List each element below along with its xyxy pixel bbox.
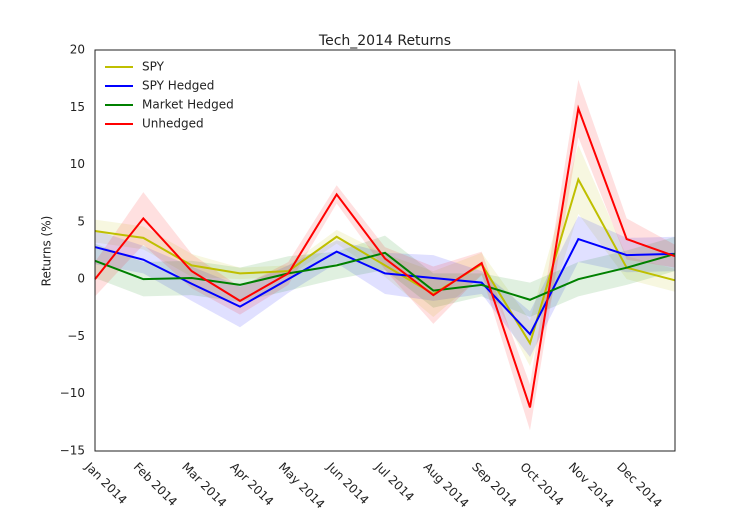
x-tick-label: Sep 2014 — [469, 460, 519, 510]
legend-label: Market Hedged — [142, 98, 234, 112]
x-tick-label: Jul 2014 — [372, 459, 417, 504]
series-line — [94, 251, 676, 301]
legend-label: SPY Hedged — [142, 79, 214, 93]
y-tick-label: −15 — [60, 444, 85, 458]
x-tick-label: Apr 2014 — [227, 460, 276, 509]
x-tick-label: Jan 2014 — [82, 459, 130, 507]
y-tick-label: 15 — [70, 100, 85, 114]
plot-frame — [94, 49, 676, 452]
y-tick-label: 20 — [70, 43, 85, 57]
x-tick-label: May 2014 — [276, 460, 328, 512]
y-tick-label: 0 — [77, 272, 85, 286]
y-tick-label: −10 — [60, 386, 85, 400]
y-axis-label: Returns (%) — [40, 216, 54, 287]
y-tick-label: 10 — [70, 157, 85, 171]
legend-label: SPY — [142, 60, 165, 74]
x-tick-label: Oct 2014 — [517, 460, 566, 509]
x-tick-label: Nov 2014 — [566, 460, 617, 511]
x-tick-label: Dec 2014 — [614, 460, 665, 511]
series-line — [94, 104, 676, 408]
series-line — [94, 237, 676, 336]
confidence-band — [95, 216, 675, 358]
y-tick-label: 5 — [77, 214, 85, 228]
x-tick-label: Aug 2014 — [421, 460, 472, 511]
confidence-band — [95, 145, 675, 367]
x-tick-label: Jun 2014 — [323, 459, 371, 507]
confidence-band — [95, 79, 675, 431]
y-tick-label: −5 — [67, 329, 85, 343]
series-line — [94, 176, 676, 346]
chart-title: Tech_2014 Returns — [318, 33, 451, 49]
x-tick-label: Mar 2014 — [179, 460, 229, 510]
confidence-band — [95, 235, 675, 317]
x-tick-label: Feb 2014 — [131, 460, 180, 509]
legend-label: Unhedged — [142, 117, 204, 131]
